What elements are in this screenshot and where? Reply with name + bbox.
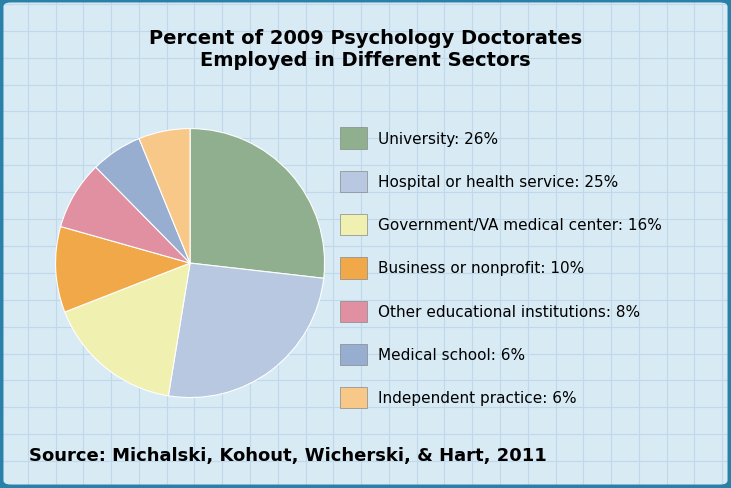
Text: Hospital or health service: 25%: Hospital or health service: 25% bbox=[378, 175, 618, 189]
Text: Percent of 2009 Psychology Doctorates
Employed in Different Sectors: Percent of 2009 Psychology Doctorates Em… bbox=[149, 29, 582, 70]
Bar bbox=[340, 215, 367, 236]
Bar bbox=[340, 344, 367, 366]
Bar bbox=[340, 301, 367, 322]
Bar bbox=[340, 171, 367, 193]
Bar bbox=[340, 258, 367, 279]
Bar bbox=[340, 128, 367, 149]
Text: Medical school: 6%: Medical school: 6% bbox=[378, 347, 525, 362]
Text: Independent practice: 6%: Independent practice: 6% bbox=[378, 390, 577, 406]
Text: University: 26%: University: 26% bbox=[378, 131, 499, 146]
Wedge shape bbox=[61, 168, 190, 264]
Text: Source: Michalski, Kohout, Wicherski, & Hart, 2011: Source: Michalski, Kohout, Wicherski, & … bbox=[29, 446, 547, 464]
Wedge shape bbox=[139, 129, 190, 264]
Wedge shape bbox=[96, 139, 190, 264]
Text: Other educational institutions: 8%: Other educational institutions: 8% bbox=[378, 304, 640, 319]
Text: Government/VA medical center: 16%: Government/VA medical center: 16% bbox=[378, 218, 662, 233]
Bar bbox=[340, 387, 367, 408]
Text: Business or nonprofit: 10%: Business or nonprofit: 10% bbox=[378, 261, 584, 276]
Wedge shape bbox=[190, 129, 325, 279]
Wedge shape bbox=[56, 227, 190, 312]
Wedge shape bbox=[168, 264, 324, 398]
Wedge shape bbox=[65, 264, 190, 396]
